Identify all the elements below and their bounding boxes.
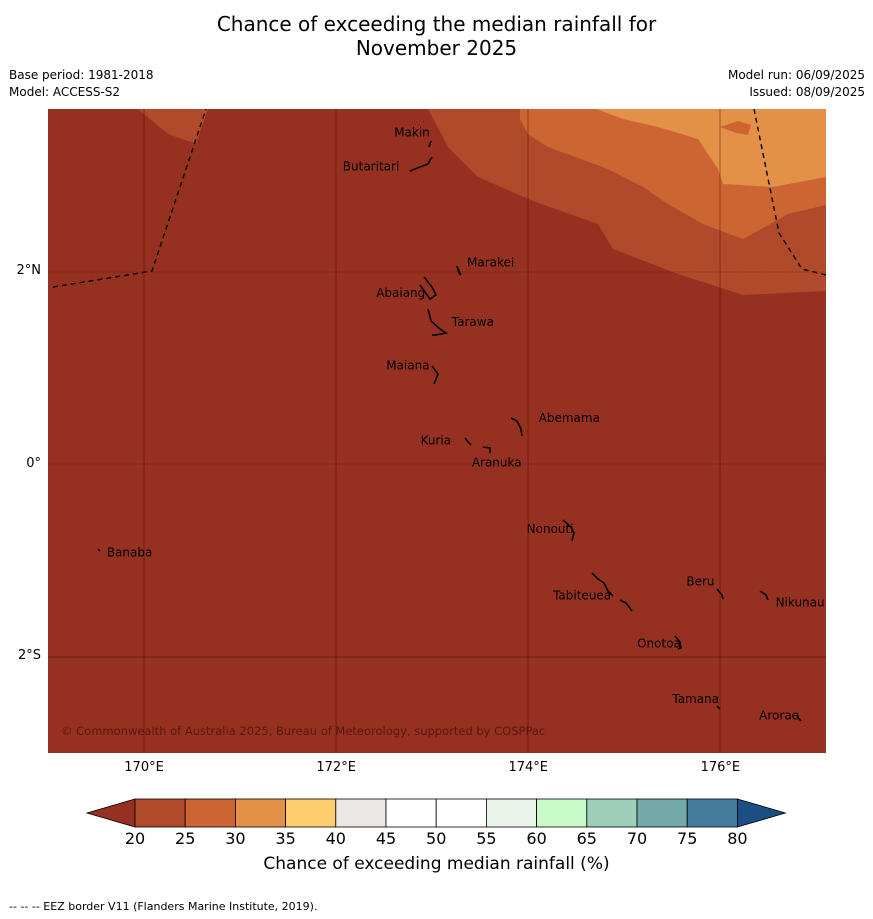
- island-label-maiana: Maiana: [386, 358, 429, 372]
- island-label-nonouti: Nonouti: [527, 522, 574, 536]
- island-label-marakei: Marakei: [467, 255, 514, 269]
- lat-tick-label: 2°S: [17, 647, 41, 663]
- colorbar-box: [636, 798, 688, 828]
- colorbar-box: [586, 798, 638, 828]
- lat-tick-label: 0°: [26, 455, 41, 471]
- colorbar-tick-label: 60: [526, 829, 546, 848]
- colorbar: 20 25 30 35 40 45 50 55 60 65 70 75 80: [85, 798, 787, 848]
- colorbar-box: [435, 798, 487, 828]
- island-label-tarawa: Tarawa: [451, 315, 494, 329]
- gridlines: [48, 109, 826, 753]
- island-outlines: [97, 140, 802, 722]
- model-run: Model run: 06/09/2025: [727, 68, 865, 82]
- colorbar-tick-label: 45: [376, 829, 396, 848]
- colorbar-boxes: [85, 798, 787, 828]
- island-label-abemama: Abemama: [539, 411, 600, 425]
- island-label-nikunau: Nikunau: [776, 595, 825, 609]
- island-label-abaiang: Abaiang: [376, 286, 425, 300]
- island-label-aranuka: Aranuka: [472, 455, 522, 469]
- colorbar-extend-high: [737, 798, 787, 828]
- island-label-kuria: Kuria: [421, 434, 452, 448]
- colorbar-box: [285, 798, 337, 828]
- island-label-beru: Beru: [686, 575, 714, 589]
- colorbar-ticks: 20 25 30 35 40 45 50 55 60 65 70 75 80: [125, 829, 748, 848]
- colorbar-tick-label: 65: [577, 829, 597, 848]
- colorbar-box: [686, 798, 738, 828]
- colorbar-box: [536, 798, 588, 828]
- island-labels: Makin Butaritari Marakei Abaiang Tarawa Maian…: [107, 126, 825, 723]
- colorbar-box: [385, 798, 437, 828]
- colorbar-box: [485, 798, 537, 828]
- island-label-tabiteuea: Tabiteuea: [552, 589, 611, 603]
- colorbar-tick-label: 30: [225, 829, 245, 848]
- model-name: Model: ACCESS-S2: [9, 85, 121, 99]
- colorbar-tick-label: 75: [677, 829, 697, 848]
- title-line-1: Chance of exceeding the median rainfall …: [216, 12, 657, 36]
- base-period: Base period: 1981-2018: [9, 68, 154, 82]
- contour-small-patch: [720, 121, 751, 135]
- colorbar-box: [184, 798, 236, 828]
- contour-30-35: [596, 109, 826, 187]
- colorbar-tick-label: 25: [175, 829, 195, 848]
- colorbar-tick-label: 70: [627, 829, 647, 848]
- rainfall-map: Makin Butaritari Marakei Abaiang Tarawa Maian…: [48, 109, 826, 753]
- lon-tick-label: 170°E: [124, 760, 164, 775]
- colorbar-extend-low: [85, 798, 136, 828]
- island-label-butaritari: Butaritari: [343, 160, 400, 174]
- chart-title: Chance of exceeding the median rainfall …: [0, 12, 873, 60]
- eez-border: [52, 109, 826, 288]
- colorbar-tick-label: 35: [275, 829, 295, 848]
- contour-20-25-west: [48, 109, 208, 144]
- colorbar-tick-label: 55: [476, 829, 496, 848]
- colorbar-box: [134, 798, 186, 828]
- issued-date: Issued: 08/09/2025: [749, 85, 865, 99]
- island-label-makin: Makin: [394, 126, 430, 140]
- colorbar-tick-label: 40: [326, 829, 346, 848]
- island-label-tamana: Tamana: [671, 692, 719, 706]
- colorbar-tick-label: 80: [727, 829, 747, 848]
- colorbar-box: [234, 798, 286, 828]
- meta-right: Model run: 06/09/2025 Issued: 08/09/2025: [728, 67, 865, 101]
- eez-footnote: -- -- -- EEZ border V11 (Flanders Marine…: [9, 900, 318, 913]
- lon-tick-label: 176°E: [700, 760, 741, 775]
- copyright-notice: © Commonwealth of Australia 2025, Bureau…: [61, 724, 545, 738]
- colorbar-box: [335, 798, 387, 828]
- lon-tick-label: 172°E: [316, 760, 356, 775]
- colorbar-title: Chance of exceeding median rainfall (%): [263, 854, 610, 874]
- lat-tick-label: 2°N: [16, 263, 42, 279]
- lon-tick-label: 174°E: [508, 760, 548, 775]
- colorbar-tick-label: 20: [125, 829, 145, 848]
- island-label-banaba: Banaba: [107, 545, 153, 559]
- meta-left: Base period: 1981-2018 Model: ACCESS-S2: [9, 67, 154, 101]
- island-label-arorae: Arorae: [759, 708, 799, 722]
- island-label-onotoa: Onotoa: [637, 637, 681, 651]
- colorbar-tick-label: 50: [426, 829, 446, 848]
- title-line-2: November 2025: [355, 36, 518, 60]
